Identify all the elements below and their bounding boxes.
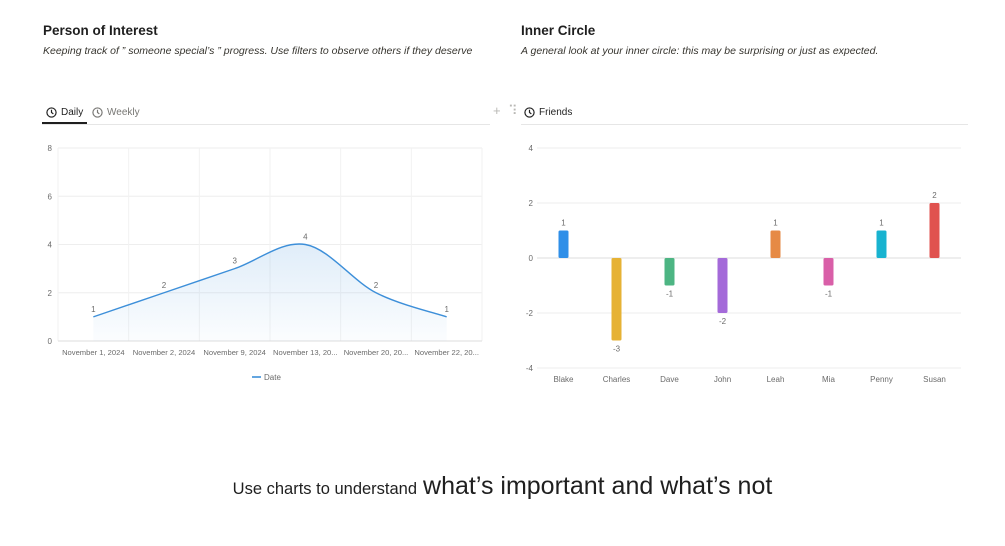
y-tick-label: 4 <box>529 144 534 153</box>
bar <box>770 230 781 258</box>
x-tick-label: Leah <box>767 375 785 384</box>
x-tick-label: Charles <box>603 375 631 384</box>
tab-weekly-label: Weekly <box>107 107 140 118</box>
caption-small: Use charts to understand <box>232 480 418 498</box>
y-tick-label: -2 <box>526 309 534 318</box>
clock-icon <box>92 107 103 118</box>
data-label: 1 <box>91 305 96 314</box>
x-tick-label: November 13, 20... <box>273 348 338 357</box>
series-line <box>93 243 447 318</box>
left-tab-bar: Daily Weekly <box>42 102 490 125</box>
clock-icon <box>524 107 535 118</box>
bar <box>717 258 728 313</box>
data-label: -1 <box>666 290 674 299</box>
data-label: 3 <box>232 257 237 266</box>
bar <box>558 230 569 258</box>
right-panel-title: Inner Circle <box>521 23 596 38</box>
x-tick-label: November 1, 2024 <box>62 348 124 357</box>
tab-friends-label: Friends <box>539 107 573 118</box>
bar <box>929 203 940 258</box>
y-tick-label: 0 <box>48 337 53 346</box>
legend-label: Date <box>264 373 281 382</box>
y-tick-label: 4 <box>48 241 53 250</box>
data-label: 2 <box>374 281 379 290</box>
add-view-icon[interactable]: + <box>493 103 501 118</box>
x-tick-label: Mia <box>822 375 835 384</box>
right-tab-bar: Friends <box>521 102 968 125</box>
right-panel-description: A general look at your inner circle: thi… <box>521 45 879 57</box>
data-label: 2 <box>932 191 937 200</box>
y-tick-label: 0 <box>529 254 534 263</box>
x-tick-label: November 22, 20... <box>414 348 479 357</box>
tab-weekly[interactable]: Weekly <box>90 102 142 123</box>
x-tick-label: November 20, 20... <box>344 348 409 357</box>
tab-daily[interactable]: Daily <box>42 102 88 124</box>
data-label: -2 <box>719 317 727 326</box>
data-label: 1 <box>773 219 778 228</box>
data-label: 1 <box>561 219 566 228</box>
drag-handle-icon[interactable]: ⠹ <box>508 103 518 118</box>
bar <box>664 258 675 286</box>
line-chart: 0 2 4 6 8 1 2 3 4 2 1 November 1, 2024 November 2, 2… <box>48 144 483 382</box>
series-area <box>93 243 447 341</box>
data-label: -3 <box>613 345 621 354</box>
y-tick-label: 2 <box>529 199 534 208</box>
x-tick-label: John <box>714 375 731 384</box>
y-tick-label: 6 <box>48 192 53 201</box>
data-label: 1 <box>879 219 884 228</box>
bar <box>876 230 887 258</box>
clock-icon <box>46 106 57 118</box>
y-tick-label: 8 <box>48 144 53 153</box>
bar <box>611 258 622 341</box>
left-panel-title: Person of Interest <box>43 23 158 38</box>
caption-big: what’s important and what’s not <box>423 472 773 500</box>
y-tick-label: -4 <box>526 364 534 373</box>
x-tick-label: Dave <box>660 375 679 384</box>
left-panel-description: Keeping track of ” someone special’s ” p… <box>43 45 473 57</box>
data-label: 4 <box>303 233 308 242</box>
data-label: 2 <box>162 281 167 290</box>
x-tick-label: Susan <box>923 375 946 384</box>
caption: Use charts to understand what’s important… <box>0 472 1005 501</box>
tab-daily-label: Daily <box>61 106 84 118</box>
data-label: 1 <box>444 305 449 314</box>
tab-friends[interactable]: Friends <box>521 102 575 123</box>
y-tick-label: 2 <box>48 289 53 298</box>
bar <box>823 258 834 286</box>
x-tick-label: November 2, 2024 <box>133 348 195 357</box>
x-tick-label: November 9, 2024 <box>203 348 265 357</box>
data-label: -1 <box>825 290 833 299</box>
x-tick-label: Penny <box>870 375 893 384</box>
bar-chart: -4 -2 0 2 4 1 -3 -1 -2 1 -1 1 2 Blake Charles Dave John L… <box>526 144 961 384</box>
x-tick-label: Blake <box>553 375 574 384</box>
